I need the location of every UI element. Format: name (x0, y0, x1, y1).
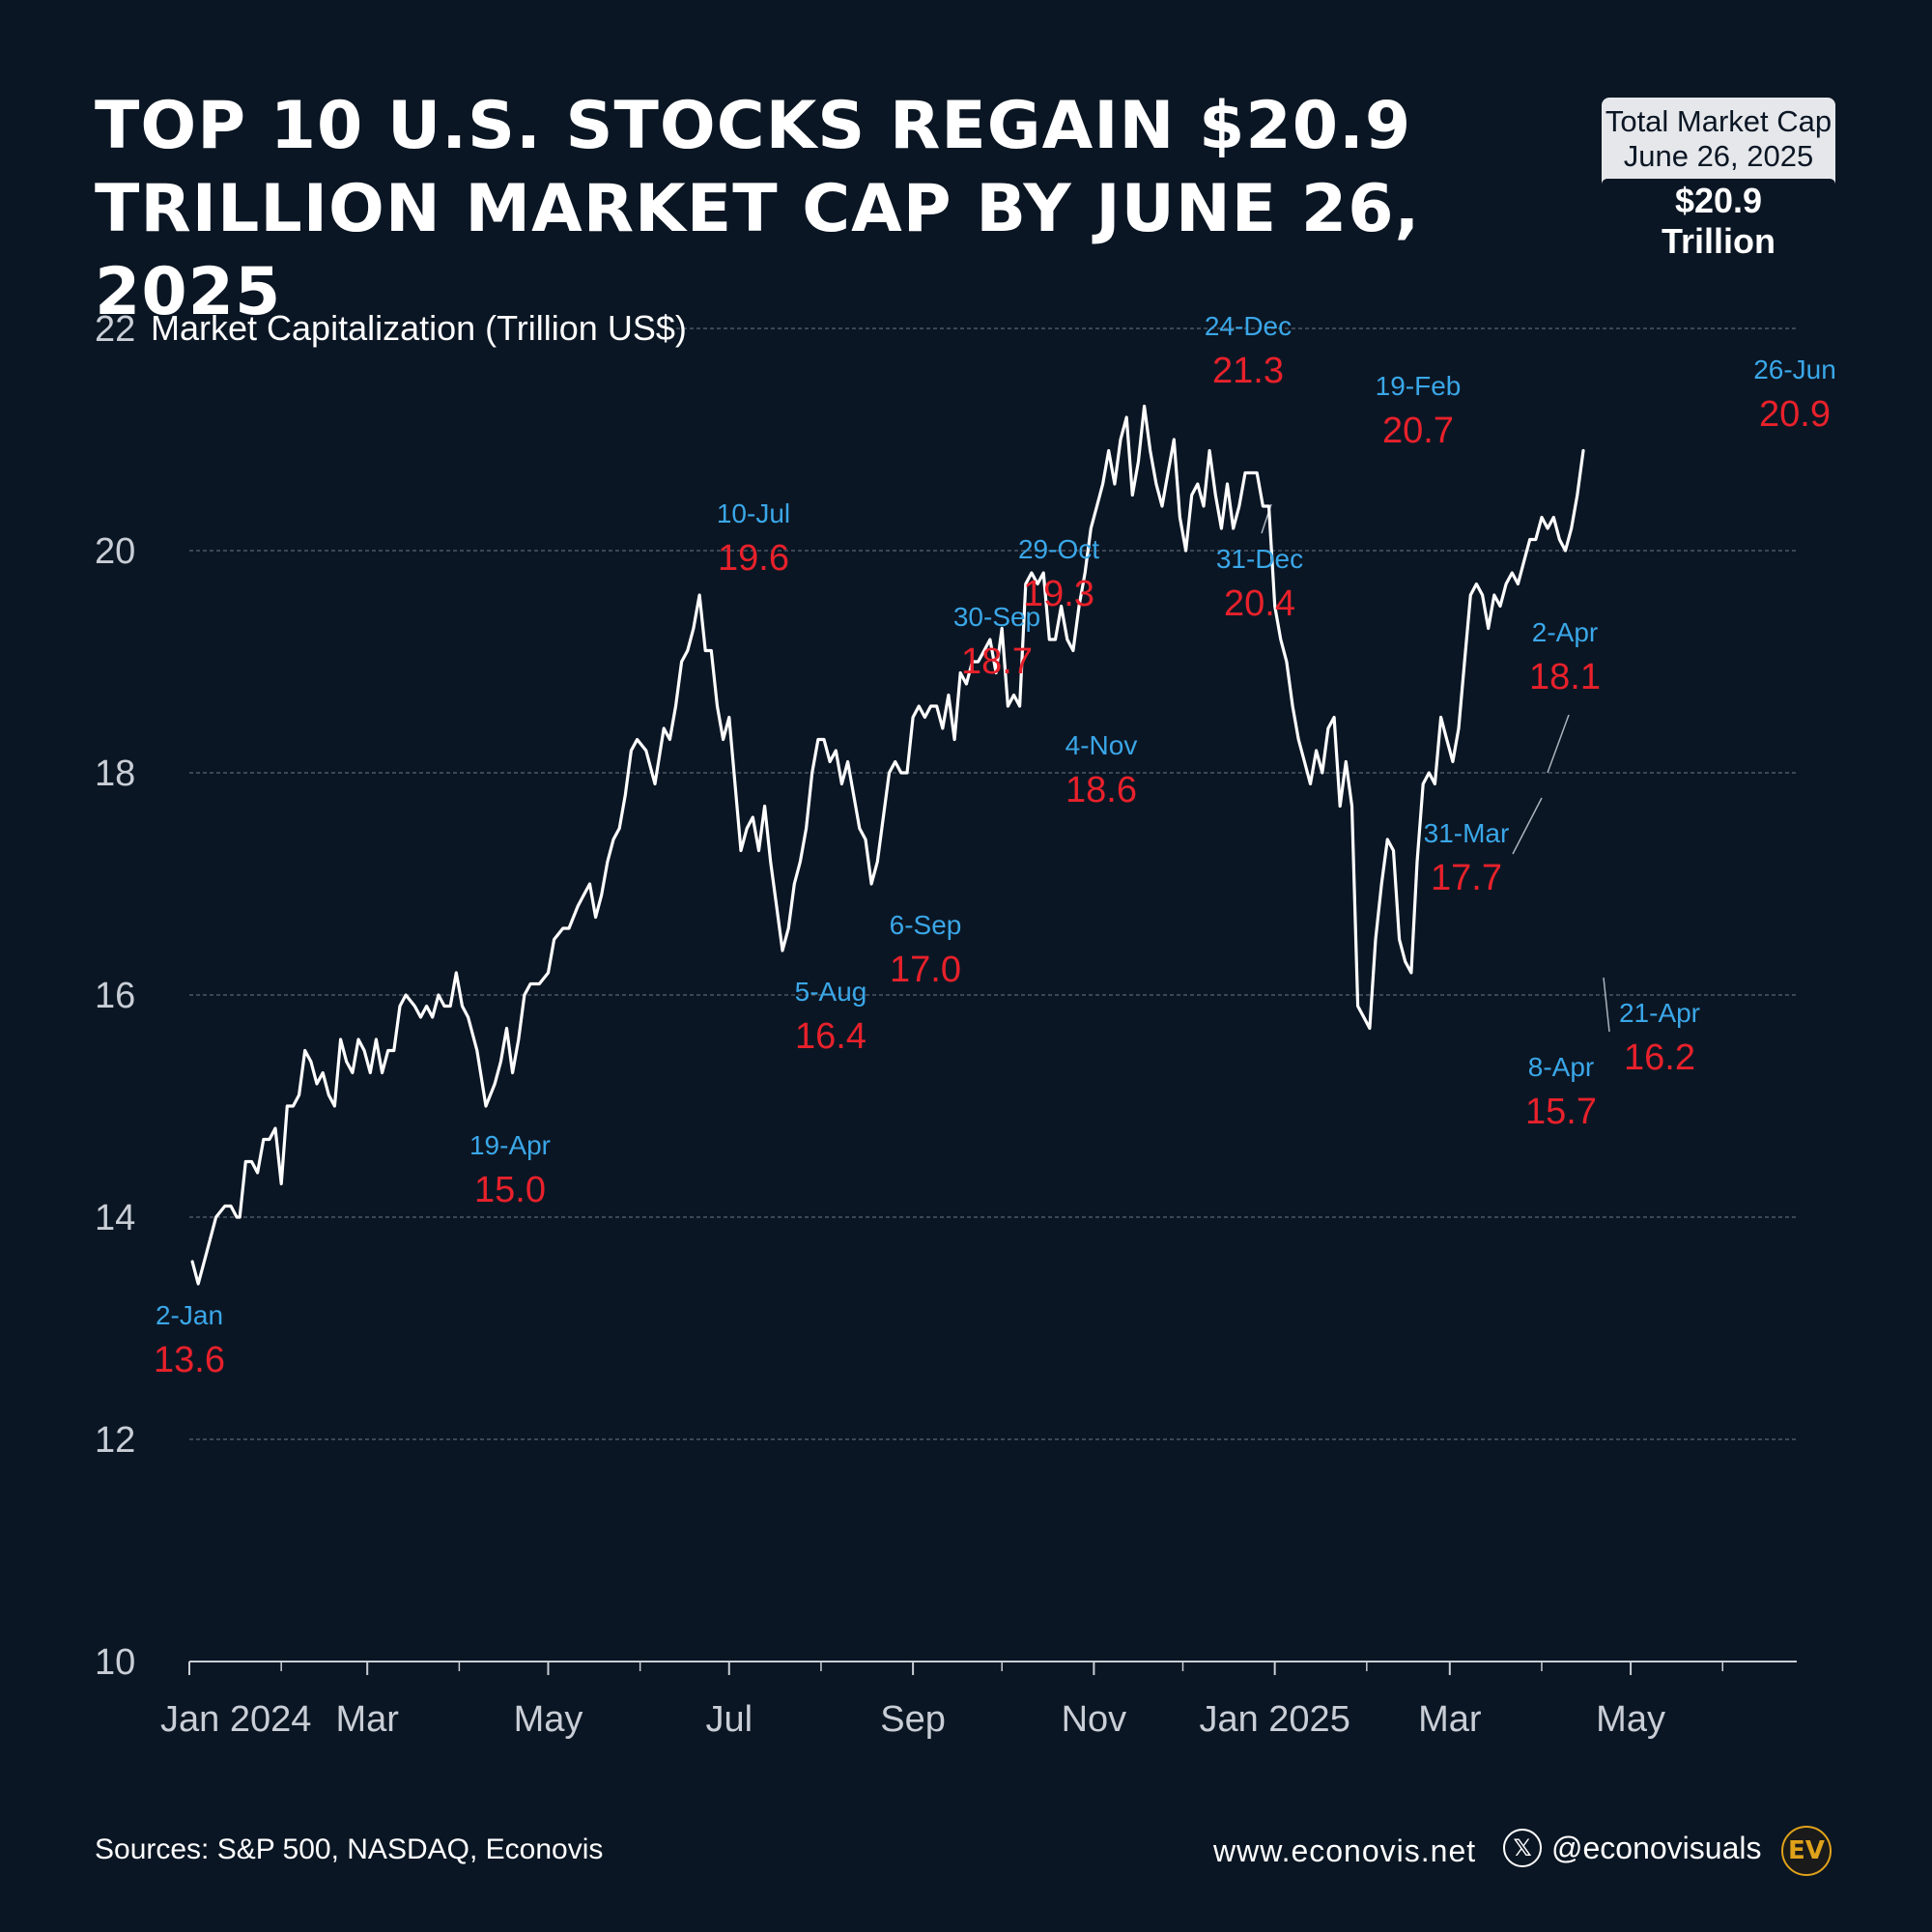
website-link[interactable]: www.econovis.net (1213, 1833, 1477, 1868)
annotation-date: 31-Mar (1424, 818, 1510, 848)
y-tick-label: 10 (95, 1642, 135, 1683)
annotation-10-jul: 10-Jul 19.6 (717, 498, 790, 579)
y-axis-ticks: 10 12 14 16 18 20 22 (95, 309, 135, 1683)
sources-text: Sources: S&P 500, NASDAQ, Econovis (95, 1833, 604, 1865)
annotation-leader-lines (1261, 503, 1610, 1033)
annotation-date: 4-Nov (1065, 730, 1138, 760)
annotation-date: 10-Jul (717, 498, 790, 528)
leader-line (1547, 714, 1570, 774)
annotation-value: 21.3 (1212, 351, 1284, 391)
annotation-value: 20.4 (1224, 583, 1295, 624)
leader-line (1603, 977, 1610, 1033)
annotation-date: 21-Apr (1619, 998, 1700, 1028)
y-tick-label: 18 (95, 753, 135, 794)
x-tick-label: Jan 2024 (160, 1699, 311, 1740)
x-tick-label: May (1596, 1699, 1665, 1740)
x-tick-label: Mar (1418, 1699, 1482, 1740)
market-cap-line (190, 404, 1585, 1286)
econovis-logo: EV (1781, 1826, 1832, 1876)
annotation-value: 17.7 (1431, 858, 1502, 898)
annotation-31-mar: 31-Mar 17.7 (1424, 818, 1510, 898)
x-logo-icon: 𝕏 (1503, 1829, 1542, 1867)
social-handle[interactable]: 𝕏 @econovisuals (1503, 1829, 1761, 1867)
annotation-6-sep: 6-Sep 17.0 (890, 910, 962, 990)
y-tick-label: 22 (95, 309, 135, 350)
total-market-cap-badge: Total Market Cap June 26, 2025 $20.9 Tri… (1602, 98, 1835, 264)
annotation-date: 2-Jan (156, 1300, 223, 1330)
annotation-5-aug: 5-Aug 16.4 (795, 977, 867, 1057)
annotation-value: 16.2 (1624, 1037, 1695, 1078)
annotation-value: 13.6 (154, 1340, 225, 1380)
x-tick-label: Jul (705, 1699, 753, 1740)
x-tick-label: Mar (335, 1699, 399, 1740)
annotation-value: 17.0 (890, 950, 961, 990)
x-tick-label: Jan 2025 (1199, 1699, 1350, 1740)
annotation-value: 18.1 (1529, 657, 1601, 697)
annotation-date: 29-Oct (1018, 534, 1099, 564)
handle-text: @econovisuals (1551, 1830, 1762, 1865)
annotation-value: 19.3 (1023, 574, 1094, 614)
annotation-19-apr: 19-Apr 15.0 (469, 1130, 551, 1210)
annotation-date: 31-Dec (1216, 544, 1303, 574)
badge-value: $20.9 Trillion (1602, 179, 1835, 264)
annotations: 2-Jan 13.6 19-Apr 15.0 10-Jul 19.6 5-Aug 16.4 6-… (154, 311, 1836, 1380)
annotation-value: 18.6 (1065, 770, 1137, 810)
annotation-21-apr: 21-Apr 16.2 (1619, 998, 1700, 1078)
annotation-value: 15.7 (1525, 1092, 1597, 1132)
y-tick-label: 14 (95, 1198, 135, 1238)
y-tick-label: 20 (95, 531, 135, 572)
annotation-31-dec: 31-Dec 20.4 (1216, 544, 1303, 624)
y-axis-label: Market Capitalization (Trillion US$) (151, 308, 687, 348)
annotation-value: 20.9 (1759, 394, 1831, 435)
annotation-value: 20.7 (1382, 411, 1454, 451)
chart-title: TOP 10 U.S. STOCKS REGAIN $20.9 TRILLION… (95, 88, 1421, 330)
annotation-date: 8-Apr (1528, 1052, 1594, 1082)
gridlines (189, 327, 1797, 1440)
annotation-date: 2-Apr (1532, 617, 1598, 647)
annotation-8-apr: 8-Apr 15.7 (1525, 1052, 1597, 1132)
x-tick-label: May (514, 1699, 583, 1740)
badge-date: June 26, 2025 (1623, 139, 1814, 173)
y-tick-label: 12 (95, 1420, 135, 1461)
annotation-value: 15.0 (474, 1170, 546, 1210)
annotation-date: 6-Sep (890, 910, 962, 940)
annotation-date: 24-Dec (1205, 311, 1292, 341)
y-tick-label: 16 (95, 976, 135, 1016)
annotation-24-dec: 24-Dec 21.3 (1205, 311, 1292, 391)
annotation-date: 5-Aug (795, 977, 867, 1007)
annotation-date: 19-Feb (1376, 371, 1462, 401)
annotation-date: 19-Apr (469, 1130, 551, 1160)
annotation-value: 18.7 (961, 641, 1033, 682)
annotation-29-oct: 29-Oct 19.3 (1018, 534, 1099, 614)
annotation-value: 19.6 (718, 538, 789, 579)
annotation-30-sep: 30-Sep 18.7 (953, 602, 1040, 682)
annotation-date: 30-Sep (953, 602, 1040, 632)
badge-label: Total Market Cap (1605, 104, 1833, 138)
leader-line (1512, 797, 1543, 855)
annotation-2-apr: 2-Apr 18.1 (1529, 617, 1601, 697)
x-tick-label: Sep (880, 1699, 946, 1740)
annotation-19-feb: 19-Feb 20.7 (1376, 371, 1462, 451)
annotation-date: 26-Jun (1753, 355, 1836, 384)
annotation-4-nov: 4-Nov 18.6 (1065, 730, 1138, 810)
annotation-26-jun: 26-Jun 20.9 (1753, 355, 1836, 435)
annotation-value: 16.4 (795, 1016, 867, 1057)
x-axis: Jan 2024 Mar May Jul Sep Nov Jan 2025 Mar May (160, 1661, 1797, 1740)
annotation-2-jan: 2-Jan 13.6 (154, 1300, 225, 1380)
x-tick-label: Nov (1062, 1699, 1127, 1740)
